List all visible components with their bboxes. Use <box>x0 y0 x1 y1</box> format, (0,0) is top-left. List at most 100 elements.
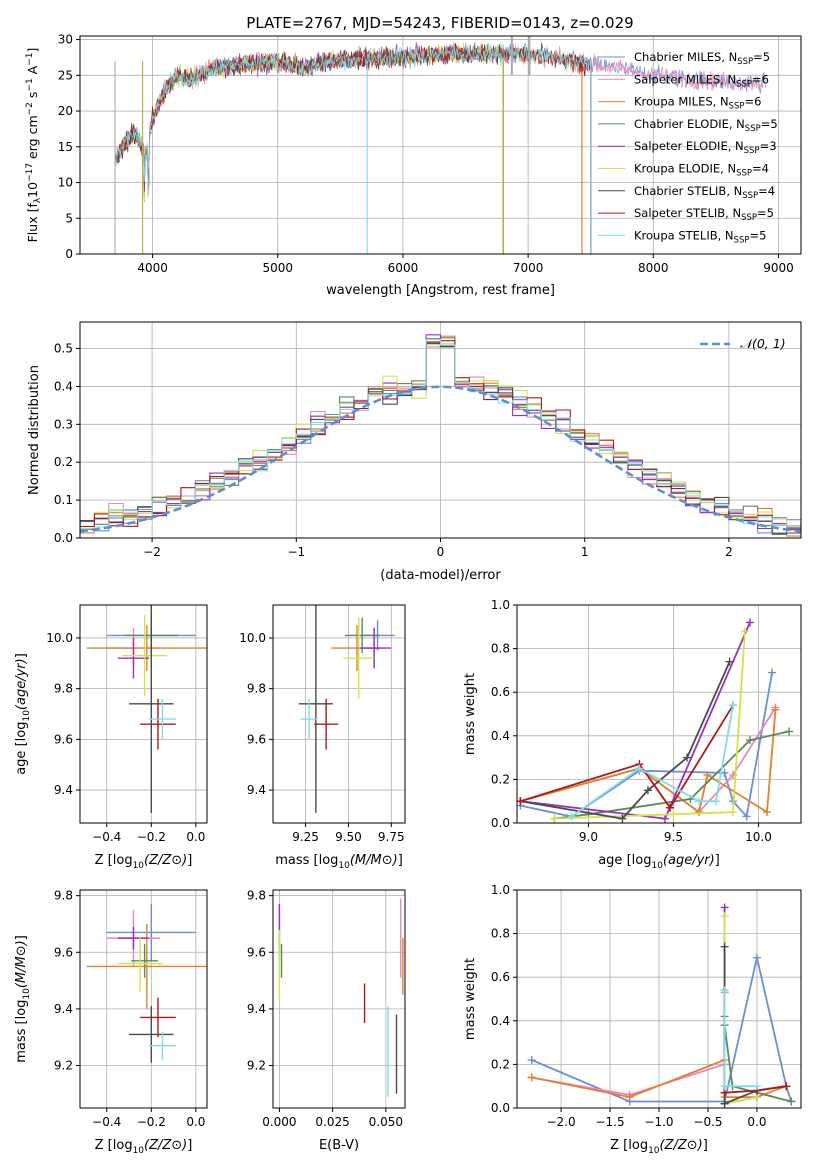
y-tick-label: 9.2 <box>247 1059 266 1073</box>
x-tick-label: 9.25 <box>292 830 319 844</box>
grid-age_Z <box>80 605 207 823</box>
x-axis-label: age [log10(age/yr)] <box>598 853 720 871</box>
plot-area-weight_Z <box>527 903 796 1108</box>
label-sub: 10 <box>651 861 663 871</box>
legend-sub: SSP <box>745 124 761 134</box>
y-tick-label: 9.4 <box>54 1002 73 1016</box>
label-part: (age/yr) <box>663 853 715 868</box>
label-part: mass [log <box>275 853 338 868</box>
weight-marker-kroupa-miles <box>527 1073 536 1082</box>
weight-marker-chabrier-miles <box>742 812 751 821</box>
weight-marker-chabrier-stelib <box>643 786 652 795</box>
label-part: mass [log <box>14 1000 29 1063</box>
weight-line-salpeter-miles <box>531 992 726 1096</box>
x-tick-label: 9.0 <box>579 830 598 844</box>
x-tick-label: −1 <box>287 545 305 559</box>
weight-marker-chabrier-stelib <box>720 1099 729 1108</box>
weight-marker-chabrier-stelib <box>618 814 627 823</box>
x-tick-label: −1.5 <box>595 1115 624 1129</box>
axes-frame <box>272 604 406 824</box>
weight-line-salpeter-elodie <box>520 622 751 820</box>
label-part: s <box>25 92 40 103</box>
y-tick-label: 9.8 <box>54 682 73 696</box>
label-part: erg cm <box>25 115 40 163</box>
label-part: (Z/Z⊙) <box>144 853 187 868</box>
y-tick-label: 9.8 <box>247 889 266 903</box>
weight-marker-chabrier-stelib <box>720 942 729 951</box>
legend-sub: SSP <box>736 169 752 179</box>
label-part: −17 <box>25 163 35 182</box>
y-axis-label: mass [log10(M/M⊙)] <box>14 935 32 1063</box>
x-axis-label: Z [log10(Z/Z⊙)] <box>610 1138 708 1156</box>
x-tick-label: −2 <box>143 545 161 559</box>
axes-frame <box>79 889 208 1109</box>
legend-text: Salpeter ELODIE, N <box>634 139 744 153</box>
y-tick-label: 9.8 <box>247 682 266 696</box>
x-tick-label: 0.0 <box>186 830 205 844</box>
label-part: ] <box>14 935 29 940</box>
legend-text: Salpeter MILES, N <box>634 72 736 86</box>
x-axis-label: Z [log10(Z/Z⊙)] <box>95 1138 193 1156</box>
legend-text: =5 <box>757 206 774 220</box>
weight-marker-chabrier-stelib <box>725 657 734 666</box>
weight-marker-kroupa-stelib <box>567 812 576 821</box>
label-sub: 10 <box>133 861 145 871</box>
y-tick-label: 1.0 <box>491 883 510 897</box>
panel-age_Z: −0.4 −0.2 0.09.49.69.810.0Z [log10(Z/Z⊙)]a… <box>14 604 208 871</box>
label-part: −1 <box>25 78 35 91</box>
axes-frame <box>79 321 802 539</box>
weight-marker-kroupa-miles <box>762 808 771 817</box>
y-tick-label: 9.4 <box>247 783 266 797</box>
y-tick-label: 0.1 <box>54 493 73 507</box>
x-tick-label: −0.2 <box>137 1115 166 1129</box>
weight-line-chabrier-stelib <box>723 946 787 1105</box>
y-tick-label: 9.4 <box>247 1002 266 1016</box>
y-tick-label: 9.6 <box>247 945 266 959</box>
panels: 4000 5000 6000 7000 8000 9000051015202530Chab… <box>14 33 802 1156</box>
x-tick-label: 5000 <box>263 261 294 275</box>
x-axis-label: (data-model)/error <box>380 568 501 583</box>
x-axis-label: Z [log10(Z/Z⊙)] <box>95 853 193 871</box>
label-sub: 10 <box>648 1146 660 1156</box>
weight-marker-kroupa-miles <box>625 1093 634 1102</box>
plot-area-age_Z <box>86 605 207 813</box>
y-tick-label: 15 <box>58 140 73 154</box>
y-tick-label: 0.4 <box>54 379 73 393</box>
plot-area-weight_age <box>517 618 794 823</box>
legend-label-kroupa-stelib: Kroupa STELIB, NSSP=5 <box>634 228 766 245</box>
y-tick-label: 9.2 <box>54 1059 73 1073</box>
legend-text: Salpeter STELIB, N <box>634 206 741 220</box>
label-part: ] <box>715 853 720 868</box>
y-tick-label: 9.6 <box>54 732 73 746</box>
legend-label-kroupa-miles: Kroupa MILES, NSSP=6 <box>634 95 761 112</box>
plot-area-spectrum <box>114 36 766 254</box>
panel-weight_age: 9.0 9.5 10.0 0.0 0.2 0.4 0.6 0.8 1.0 age [log10(a… <box>463 598 802 871</box>
legend-label-salpeter-stelib: Salpeter STELIB, NSSP=5 <box>634 206 774 223</box>
weight-marker-chabrier-miles <box>752 953 761 962</box>
y-tick-label: 0.0 <box>491 1101 510 1115</box>
weight-marker-chabrier-elodie <box>745 736 754 745</box>
x-tick-label: 9.50 <box>335 830 362 844</box>
y-tick-label: 0 <box>65 247 73 261</box>
weight-marker-kroupa-elodie <box>720 912 729 921</box>
label-part: ] <box>187 853 192 868</box>
legend-text: Chabrier STELIB, N <box>634 184 742 198</box>
spectrum-line-salpeter-stelib <box>114 43 591 192</box>
y-tick-label: 0.3 <box>54 417 73 431</box>
weight-marker-kroupa-miles <box>703 771 712 780</box>
legend-text: =4 <box>758 184 775 198</box>
x-tick-label: −0.4 <box>92 830 121 844</box>
legend-sub: SSP <box>744 146 760 156</box>
y-axis-label: Flux [fλ10−17 erg cm−2 s−1 A−1] <box>25 48 43 243</box>
legend-text: Kroupa STELIB, N <box>634 228 734 242</box>
label-sub: 10 <box>338 861 350 871</box>
legend-sub: SSP <box>742 191 758 201</box>
y-tick-label: 10.0 <box>46 631 73 645</box>
label-part: (Z/Z⊙) <box>144 1138 187 1153</box>
x-tick-label: 9.5 <box>664 830 683 844</box>
label-part: ] <box>14 653 29 658</box>
weight-marker-kroupa-stelib <box>635 764 644 773</box>
legend-sub: SSP <box>737 57 753 67</box>
label-part: (M/M⊙) <box>350 853 398 868</box>
weight-marker-kroupa-miles <box>694 808 703 817</box>
